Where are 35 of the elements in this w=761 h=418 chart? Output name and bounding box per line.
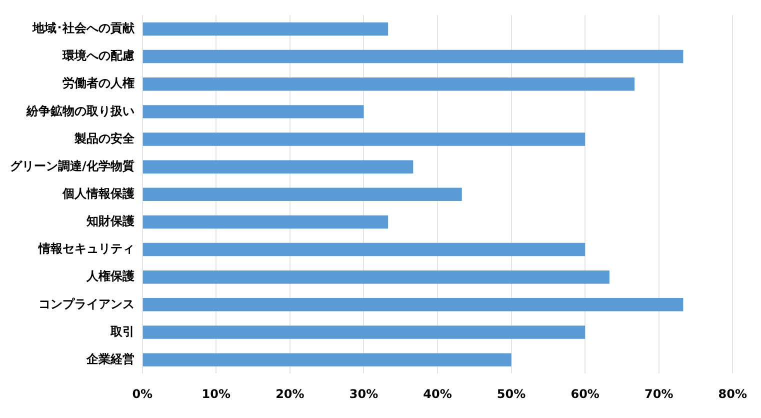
y-tick-label: コンプライアンス	[38, 296, 134, 311]
y-tick-label: 知財保護	[85, 214, 134, 228]
x-tick-label: 20%	[276, 386, 304, 401]
bar	[142, 270, 610, 284]
bar	[142, 242, 586, 256]
bar	[142, 105, 364, 118]
y-tick-label: 企業経営	[85, 352, 134, 366]
bar	[142, 50, 684, 64]
bar	[142, 132, 586, 146]
bar	[142, 215, 388, 229]
x-tick-label: 50%	[496, 386, 526, 401]
y-tick-label: 取引	[109, 324, 134, 338]
bar	[142, 160, 414, 174]
y-tick-label: 製品の安全	[73, 131, 136, 146]
x-tick-label: 10%	[202, 386, 231, 401]
x-tick-label: 30%	[349, 386, 378, 401]
y-tick-label: グリーン調達/化学物質	[10, 158, 134, 173]
bar	[142, 326, 586, 339]
y-tick-label: 労働者の人権	[62, 76, 134, 90]
bar	[142, 78, 635, 91]
y-tick-label: 情報セキュリティ	[37, 242, 134, 256]
x-tick-label: 40%	[423, 386, 452, 401]
y-tick-label: 地域･社会への貢献	[31, 21, 136, 36]
bar	[142, 188, 462, 202]
x-tick-label: 60%	[570, 386, 600, 401]
y-tick-label: 個人情報保護	[61, 186, 134, 201]
y-tick-label: 紛争鉱物の取り扱い	[25, 104, 134, 118]
x-tick-label: 80%	[718, 386, 748, 401]
bar	[142, 22, 388, 36]
y-tick-label: 環境への配慮	[61, 48, 134, 63]
y-tick-label: 人権保護	[85, 269, 134, 284]
x-tick-label: 70%	[644, 386, 674, 401]
x-tick-label: 0%	[132, 386, 153, 401]
bar	[142, 353, 512, 366]
bar	[142, 298, 684, 312]
